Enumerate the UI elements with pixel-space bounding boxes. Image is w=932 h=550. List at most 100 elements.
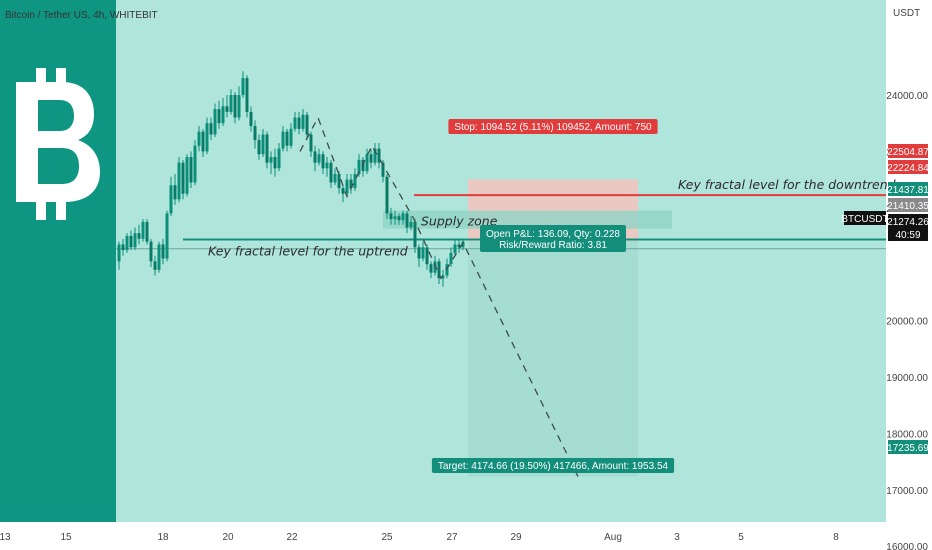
x-tick-label: 5 (738, 532, 744, 543)
candle (301, 109, 305, 132)
candle (453, 238, 457, 256)
candle (261, 128, 265, 158)
supply-zone-rect[interactable] (383, 210, 672, 229)
candle (229, 89, 233, 115)
candle (409, 216, 413, 231)
x-tick-label: 13 (0, 532, 11, 543)
candle (417, 244, 421, 268)
candle (341, 185, 345, 203)
bitcoin-logo-icon (16, 68, 100, 220)
x-tick-label: 25 (381, 532, 393, 543)
svg-text:21410.35: 21410.35 (887, 201, 929, 212)
y-tick-label: 19000.00 (886, 373, 928, 384)
candle (225, 95, 229, 118)
candle (425, 244, 429, 270)
x-tick-label: Aug (604, 532, 622, 543)
symbol-label: BTCUSDT (841, 214, 888, 225)
candle (237, 86, 241, 121)
candle (257, 134, 261, 160)
projection-lines (299, 115, 579, 477)
price-label: 22504.87 (887, 144, 929, 158)
candles-group (117, 71, 465, 287)
candle (169, 176, 173, 217)
candle (349, 173, 353, 194)
price-label: 17235.69 (887, 440, 929, 454)
x-tick-label: 22 (286, 532, 298, 543)
candle (461, 238, 465, 251)
candle (413, 219, 417, 253)
candle (345, 173, 349, 197)
candle (277, 142, 281, 172)
candle (293, 111, 297, 132)
candle (133, 227, 137, 251)
candle (153, 255, 157, 276)
candle (177, 157, 181, 203)
candle (265, 131, 269, 169)
projection-line (299, 115, 579, 477)
price-label: 21410.35 (887, 198, 929, 212)
candle (137, 224, 141, 245)
svg-text:21437.81: 21437.81 (887, 185, 929, 196)
downtrend-level-label: Key fractal level for the downtrend (678, 177, 896, 192)
candle (365, 148, 369, 174)
take-profit-zone[interactable] (468, 241, 638, 477)
supply-zone-label: Supply zone (421, 214, 498, 229)
candle (329, 159, 333, 189)
candle (441, 269, 445, 287)
candle (397, 213, 401, 225)
pnl-label: Open P&L: 136.09, Qty: 0.228 (486, 229, 620, 240)
candle (221, 97, 225, 127)
x-tick-label: 29 (510, 532, 522, 543)
y-tick-label: 18000.00 (886, 429, 928, 440)
risk-reward-label: Risk/Reward Ratio: 3.81 (499, 240, 607, 251)
candle (309, 131, 313, 158)
currency-label: USDT (893, 8, 920, 19)
stop-label-box: Stop: 1094.52 (5.11%) 109452, Amount: 75… (448, 119, 658, 134)
candle (337, 171, 341, 194)
symbol-badge[interactable]: BTCUSDT (841, 211, 889, 225)
candle (121, 238, 125, 256)
candle (381, 159, 385, 183)
x-axis: 13 15 18 20 22 25 27 29 Aug 3 5 8 (0, 532, 839, 543)
x-tick-label: 18 (157, 532, 169, 543)
candle (165, 210, 169, 262)
candle (253, 120, 257, 149)
candle (313, 145, 317, 172)
price-label: 21437.81 (887, 182, 929, 196)
price-label: 21274.26 (887, 214, 929, 228)
candle (145, 219, 149, 245)
candle (369, 148, 373, 169)
candle (213, 103, 217, 138)
svg-text:17235.69: 17235.69 (887, 443, 929, 454)
uptrend-level-label: Key fractal level for the uptrend (208, 244, 408, 259)
candle (429, 261, 433, 279)
candle (393, 210, 397, 225)
candle (325, 157, 329, 177)
candle (317, 148, 321, 166)
candle (385, 173, 389, 220)
candle (125, 233, 129, 253)
candle (457, 238, 461, 253)
countdown-badge: 40:59 (888, 227, 928, 241)
candle (289, 123, 293, 149)
target-label: Target: 4174.66 (19.50%) 417466, Amount:… (438, 461, 669, 472)
candle (437, 258, 441, 284)
svg-text:22224.84: 22224.84 (887, 163, 929, 174)
svg-text:22504.87: 22504.87 (887, 147, 929, 158)
candle (193, 140, 197, 186)
price-labels: 22504.87 22224.84 21437.81 21410.35 21274.26… (887, 144, 929, 454)
candle (281, 126, 285, 152)
candle (321, 151, 325, 174)
candle (157, 241, 161, 273)
price-label: 22224.84 (887, 160, 929, 174)
chart-title: Bitcoin / Tether US, 4h, WHITEBIT (5, 10, 158, 21)
candle (197, 126, 201, 152)
candle (305, 111, 309, 141)
countdown-label: 40:59 (895, 230, 920, 241)
candle (129, 230, 133, 251)
svg-text:21274.26: 21274.26 (887, 217, 929, 228)
candle (273, 148, 277, 177)
candle (117, 241, 121, 270)
